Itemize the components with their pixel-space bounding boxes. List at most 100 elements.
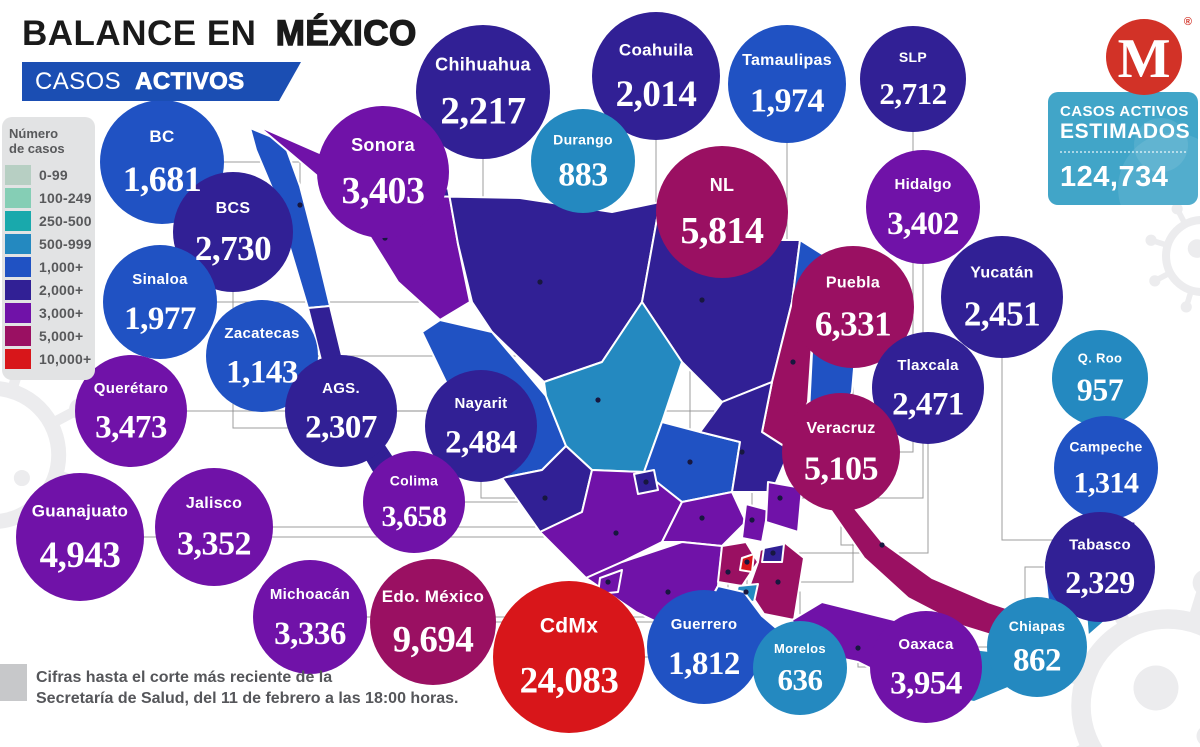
state-value-label: 2,217: [440, 89, 525, 132]
legend-color-swatch: [5, 187, 31, 208]
map-anchor-dot: [605, 579, 611, 585]
legend-color-swatch: [5, 164, 31, 185]
state-name-label: Tabasco: [1069, 536, 1131, 553]
state-bubble-Q. Roo: [1052, 330, 1148, 426]
legend-item: 5,000+: [5, 325, 91, 346]
state-value-label: 3,336: [274, 616, 346, 652]
legend-item: 500-999: [5, 233, 92, 254]
legend-title-line1: Número: [9, 126, 59, 141]
legend-title-line2: de casos: [9, 140, 65, 156]
state-bubble-Chihuahua: [416, 25, 550, 159]
state-bubble-Colima: [363, 451, 465, 553]
estimate-decoration-icon: [1134, 118, 1188, 172]
legend-color-swatch: [5, 348, 31, 369]
state-value-label: 2,329: [1065, 564, 1135, 600]
map-anchor-dot: [613, 530, 619, 536]
state-bubble-Coahuila: [592, 12, 720, 140]
state-value-label: 3,658: [382, 500, 447, 533]
state-bubble-AGS.: [285, 355, 397, 467]
state-name-label: Sinaloa: [132, 271, 188, 288]
legend-item-label: 3,000+: [39, 304, 84, 321]
brand-logo: M ®: [1106, 16, 1192, 96]
state-value-label: 3,352: [177, 526, 251, 563]
state-name-label: CdMx: [540, 615, 598, 638]
map-anchor-dot: [790, 359, 796, 365]
estimate-label-line2: ESTIMADOS: [1060, 120, 1191, 143]
state-name-label: Edo. México: [382, 587, 485, 606]
state-bubble-BCS: [173, 172, 293, 292]
map-anchor-dot: [699, 515, 705, 521]
state-bubble-Sinaloa: [103, 245, 217, 359]
legend-item: 10,000+: [5, 348, 92, 369]
state-bubble-Veracruz: [782, 393, 900, 511]
state-name-label: Durango: [553, 131, 613, 147]
state-value-label: 3,402: [887, 206, 959, 242]
state-bubble-Durango: [531, 109, 635, 213]
state-name-label: Nayarit: [455, 395, 508, 412]
state-bubble-Guerrero: [647, 590, 761, 704]
map-anchor-dot: [749, 517, 755, 523]
state-bubble-CdMx: [493, 581, 645, 733]
map-anchor-dot: [725, 569, 731, 575]
state-value-label: 4,943: [40, 535, 121, 576]
header: BALANCE EN MÉXICO CASOS ACTIVOS: [22, 13, 417, 101]
state-name-label: Tamaulipas: [742, 52, 832, 69]
state-bubble-Querétaro: [75, 355, 187, 467]
legend-panel: Número de casos 0-99 100-249 250-500 500-99…: [2, 117, 95, 380]
state-name-label: Campeche: [1069, 438, 1142, 454]
state-name-label: Tlaxcala: [897, 357, 959, 374]
cases-banner-prefix: CASOS: [35, 68, 122, 95]
state-name-label: Coahuila: [619, 41, 693, 60]
state-value-label: 1,681: [123, 159, 202, 199]
map-anchor-dot: [665, 589, 671, 595]
state-name-label: Oaxaca: [898, 636, 954, 653]
page-title-prefix: BALANCE EN: [22, 14, 257, 53]
map-anchor-dot: [775, 579, 781, 585]
state-value-label: 2,307: [305, 409, 377, 445]
state-value-label: 1,314: [1074, 466, 1140, 499]
footnote-text: Cifras hasta el corte más reciente de la…: [36, 664, 458, 709]
state-bubble-Hidalgo: [866, 150, 980, 264]
milenio-logo-icon: M: [1106, 19, 1182, 95]
state-value-label: 5,814: [681, 210, 765, 252]
map-anchor-dot: [297, 202, 303, 208]
legend-item: 2,000+: [5, 279, 91, 300]
state-name-label: Sonora: [351, 135, 415, 155]
state-value-label: 6,331: [815, 305, 891, 344]
legend-item-label: 1,000+: [39, 258, 84, 275]
state-bubble-Nayarit: [425, 370, 537, 482]
state-value-label: 9,694: [393, 620, 474, 661]
state-bubble-Puebla: [792, 246, 914, 368]
legend-item: 1,000+: [5, 256, 91, 277]
map-anchor-dot: [855, 645, 861, 651]
state-bubbles: [16, 12, 1158, 733]
legend-item: 100-249: [5, 187, 92, 208]
legend-color-swatch: [5, 256, 31, 277]
map-anchor-dot: [643, 479, 649, 485]
map-anchor-dot: [687, 459, 693, 465]
state-name-label: BC: [149, 127, 174, 146]
legend-item: 250-500: [5, 210, 92, 231]
state-value-label: 2,712: [879, 76, 946, 111]
state-bubble-Guanajuato: [16, 473, 144, 601]
state-bubble-Sonora: [317, 106, 449, 238]
state-bubble-Campeche: [1054, 416, 1158, 520]
state-bubble-NL: [656, 146, 788, 278]
state-bubble-Jalisco: [155, 468, 273, 586]
map-anchor-dot: [542, 495, 548, 501]
state-bubble-Michoacán: [253, 560, 367, 674]
legend-item-label: 250-500: [39, 212, 92, 229]
state-value-label: 3,403: [342, 170, 425, 212]
state-name-label: Morelos: [774, 641, 826, 656]
legend-item-label: 10,000+: [39, 350, 92, 367]
state-bubble-SLP: [860, 26, 966, 132]
page-title: BALANCE EN MÉXICO: [22, 13, 417, 54]
legend-color-swatch: [5, 302, 31, 323]
state-value-label: 1,977: [124, 301, 196, 337]
state-value-label: 24,083: [520, 661, 619, 702]
state-name-label: Jalisco: [186, 495, 242, 512]
state-bubble-Yucatán: [941, 236, 1063, 358]
state-name-label: Hidalgo: [894, 176, 951, 193]
state-name-label: Guerrero: [671, 616, 738, 633]
map-anchor-dot: [739, 449, 745, 455]
